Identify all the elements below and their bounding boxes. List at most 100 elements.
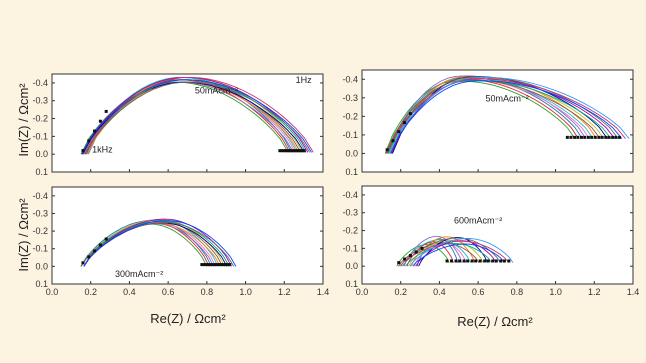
- series-marker: [486, 259, 490, 263]
- series-marker: [292, 149, 296, 153]
- series-marker: [300, 149, 304, 153]
- series-marker: [478, 259, 482, 263]
- hf-marker: [104, 109, 108, 113]
- y-tick-label: 0.0: [345, 261, 358, 271]
- impedance-series: [405, 243, 493, 267]
- y-tick-label: -0.2: [32, 114, 48, 124]
- y-tick-label: -0.2: [342, 226, 358, 236]
- xlabel-left: Re(Z) / Ωcm²: [150, 311, 226, 326]
- hf-marker: [81, 149, 85, 153]
- series-marker: [219, 263, 223, 267]
- y-tick-label: -0.1: [32, 244, 48, 254]
- hf-marker: [403, 257, 407, 261]
- series-marker: [202, 263, 206, 267]
- x-tick-label: 0.4: [433, 287, 446, 297]
- series-marker: [226, 263, 230, 267]
- series-marker: [614, 135, 618, 139]
- y-tick-label: -0.3: [342, 208, 358, 218]
- hf-marker: [397, 261, 401, 265]
- impedance-series: [408, 239, 484, 267]
- series-marker: [583, 135, 587, 139]
- y-tick-label: -0.4: [342, 74, 358, 84]
- series-marker: [499, 259, 503, 263]
- series-marker: [576, 135, 580, 139]
- panel-bottom-right: -0.4-0.3-0.2-0.10.00.10.0 0.2 0.4 0.6 0.8 1.0…: [342, 185, 640, 297]
- ylabel-bottom: Im(Z) / Ωcm²: [16, 198, 31, 272]
- impedance-series: [399, 240, 510, 267]
- impedance-series: [412, 243, 505, 267]
- series-marker: [224, 263, 228, 267]
- series-marker: [502, 259, 506, 263]
- series-marker: [293, 149, 297, 153]
- impedance-series: [85, 81, 311, 155]
- series-marker: [204, 263, 208, 267]
- hf-marker: [397, 130, 401, 134]
- y-tick-label: 0.1: [345, 167, 358, 177]
- annotation-label: 1Hz: [296, 75, 313, 85]
- series-marker: [295, 149, 299, 153]
- series-marker: [466, 259, 470, 263]
- impedance-series: [402, 237, 501, 267]
- series-marker: [611, 135, 615, 139]
- impedance-series: [84, 76, 314, 155]
- series-marker: [278, 149, 282, 153]
- y-tick-label: 0.1: [35, 167, 48, 177]
- annotation-label: 600mAcm⁻²: [454, 215, 502, 225]
- series-marker: [454, 259, 458, 263]
- series-marker: [597, 135, 601, 139]
- series-marker: [474, 259, 478, 263]
- annotation-label: 1kHz: [92, 144, 113, 154]
- series-marker: [299, 149, 303, 153]
- annotation-label: 50mAcm⁻²: [486, 94, 529, 104]
- x-tick-label: 1.4: [317, 287, 330, 297]
- x-tick-label: 1.4: [627, 287, 640, 297]
- impedance-series: [80, 222, 235, 267]
- series-marker: [618, 135, 622, 139]
- series-marker: [450, 259, 454, 263]
- series-marker: [215, 263, 219, 267]
- series-marker: [282, 149, 286, 153]
- series-marker: [280, 149, 284, 153]
- hf-marker: [104, 237, 108, 241]
- series-marker: [494, 259, 498, 263]
- x-tick-label: 0.6: [472, 287, 485, 297]
- series-marker: [470, 259, 474, 263]
- x-tick-label: 1.2: [588, 287, 601, 297]
- x-tick-label: 0.2: [84, 287, 97, 297]
- hf-marker: [87, 139, 91, 143]
- series-marker: [208, 263, 212, 267]
- series-marker: [288, 149, 292, 153]
- series-marker: [290, 149, 294, 153]
- hf-marker: [391, 139, 395, 143]
- x-tick-label: 1.0: [549, 287, 562, 297]
- series-marker: [445, 259, 449, 263]
- hf-marker: [98, 243, 102, 247]
- series-marker: [483, 259, 487, 263]
- series-marker: [213, 263, 217, 267]
- series-marker: [302, 149, 306, 153]
- series-marker: [200, 263, 204, 267]
- hf-marker: [93, 249, 97, 253]
- series-marker: [228, 263, 232, 267]
- annotation-label: 300mAcm⁻²: [115, 269, 163, 279]
- hf-marker: [81, 261, 85, 265]
- series-marker: [593, 135, 597, 139]
- series-marker: [221, 263, 225, 267]
- series-marker: [285, 149, 289, 153]
- impedance-series: [385, 78, 626, 154]
- panel-top-right: -0.4 -0.3 -0.2 -0.1 0.0 0.1 50mAcm⁻²: [342, 69, 634, 177]
- series-marker: [283, 149, 287, 153]
- series-marker: [287, 149, 291, 153]
- series-marker: [579, 135, 583, 139]
- y-tick-label: -0.4: [32, 191, 48, 201]
- y-tick-label: -0.3: [32, 208, 48, 218]
- series-marker: [206, 263, 210, 267]
- series-marker: [297, 149, 301, 153]
- y-tick-label: -0.2: [32, 226, 48, 236]
- x-tick-label: 0.4: [123, 287, 136, 297]
- series-marker: [217, 263, 221, 267]
- series-marker: [458, 259, 462, 263]
- hf-marker: [408, 253, 412, 257]
- x-tick-label: 0.8: [511, 287, 524, 297]
